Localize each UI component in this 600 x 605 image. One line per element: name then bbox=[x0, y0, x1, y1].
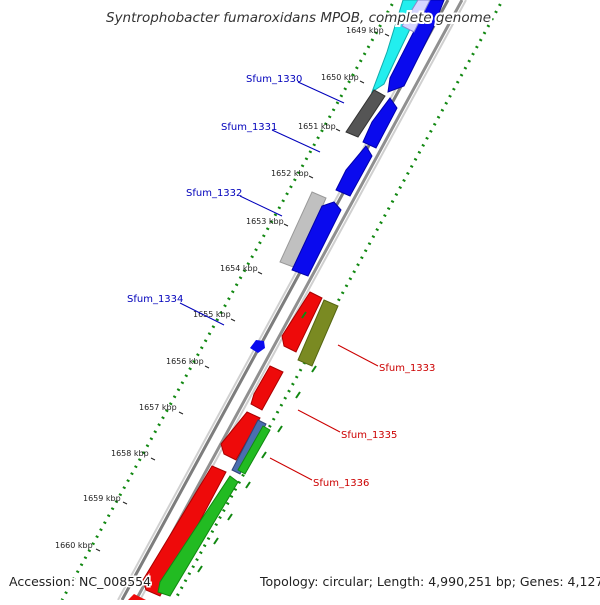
gene-red-3[interactable] bbox=[220, 411, 261, 461]
gene-label-sfum-1336[interactable]: Sfum_1336 bbox=[313, 478, 369, 489]
tick-label: 1660 kbp bbox=[55, 541, 93, 550]
tick-label: 1649 kbp bbox=[346, 26, 384, 35]
inner-genes bbox=[157, 0, 445, 597]
gene-sfum-1336[interactable] bbox=[237, 425, 271, 475]
gene-label-sfum-1335[interactable]: Sfum_1335 bbox=[341, 430, 397, 441]
gene-blue-top[interactable] bbox=[387, 0, 445, 93]
inner-dashes bbox=[197, 311, 317, 573]
outer-dot-ring bbox=[60, 0, 397, 601]
gene-sfum-1331[interactable] bbox=[362, 97, 398, 149]
tick-label: 1657 kbp bbox=[139, 403, 177, 412]
gene-label-sfum-1334[interactable]: Sfum_1334 bbox=[127, 294, 183, 305]
map-title: Syntrophobacter fumaroxidans MPOB, compl… bbox=[106, 10, 491, 26]
tick-label: 1659 kbp bbox=[83, 494, 121, 503]
tick-label: 1651 kbp bbox=[298, 122, 336, 131]
gene-red-2[interactable] bbox=[250, 365, 284, 411]
gene-sfum-1335[interactable] bbox=[231, 419, 267, 475]
tick-label: 1650 kbp bbox=[321, 73, 359, 82]
gene-lavender[interactable] bbox=[401, 0, 431, 33]
inner-dot-ring bbox=[173, 0, 505, 601]
tick-label: 1656 kbp bbox=[166, 357, 204, 366]
gene-label-sfum-1332[interactable]: Sfum_1332 bbox=[186, 188, 242, 199]
backbone-inner bbox=[134, 0, 464, 601]
gene-blue-low[interactable] bbox=[291, 201, 342, 277]
backbone-outer bbox=[120, 0, 450, 601]
gene-label-sfum-1330[interactable]: Sfum_1330 bbox=[246, 74, 302, 85]
gene-red-4[interactable] bbox=[142, 465, 227, 597]
gene-blue-mid[interactable] bbox=[335, 145, 373, 197]
accession-text: Accession: NC_008554 bbox=[9, 574, 151, 589]
gene-green-long[interactable] bbox=[157, 475, 239, 597]
gene-red-5[interactable] bbox=[128, 594, 146, 600]
gene-sfum-1334[interactable] bbox=[250, 340, 265, 353]
gene-red-1[interactable] bbox=[281, 291, 323, 353]
tick-label: 1654 kbp bbox=[220, 264, 258, 273]
gene-sfum-1333[interactable] bbox=[297, 299, 339, 367]
tick-label: 1652 kbp bbox=[271, 169, 309, 178]
gene-label-sfum-1331[interactable]: Sfum_1331 bbox=[221, 122, 277, 133]
tick-label: 1653 kbp bbox=[246, 217, 284, 226]
callout-lines bbox=[179, 81, 379, 481]
tick-marks bbox=[95, 33, 390, 552]
topology-text: Topology: circular; Length: 4,990,251 bp… bbox=[259, 574, 600, 589]
gene-label-sfum-1333[interactable]: Sfum_1333 bbox=[379, 363, 435, 374]
tick-label: 1655 kbp bbox=[193, 310, 231, 319]
gene-sfum-1330[interactable] bbox=[345, 89, 386, 138]
tick-label: 1658 kbp bbox=[111, 449, 149, 458]
